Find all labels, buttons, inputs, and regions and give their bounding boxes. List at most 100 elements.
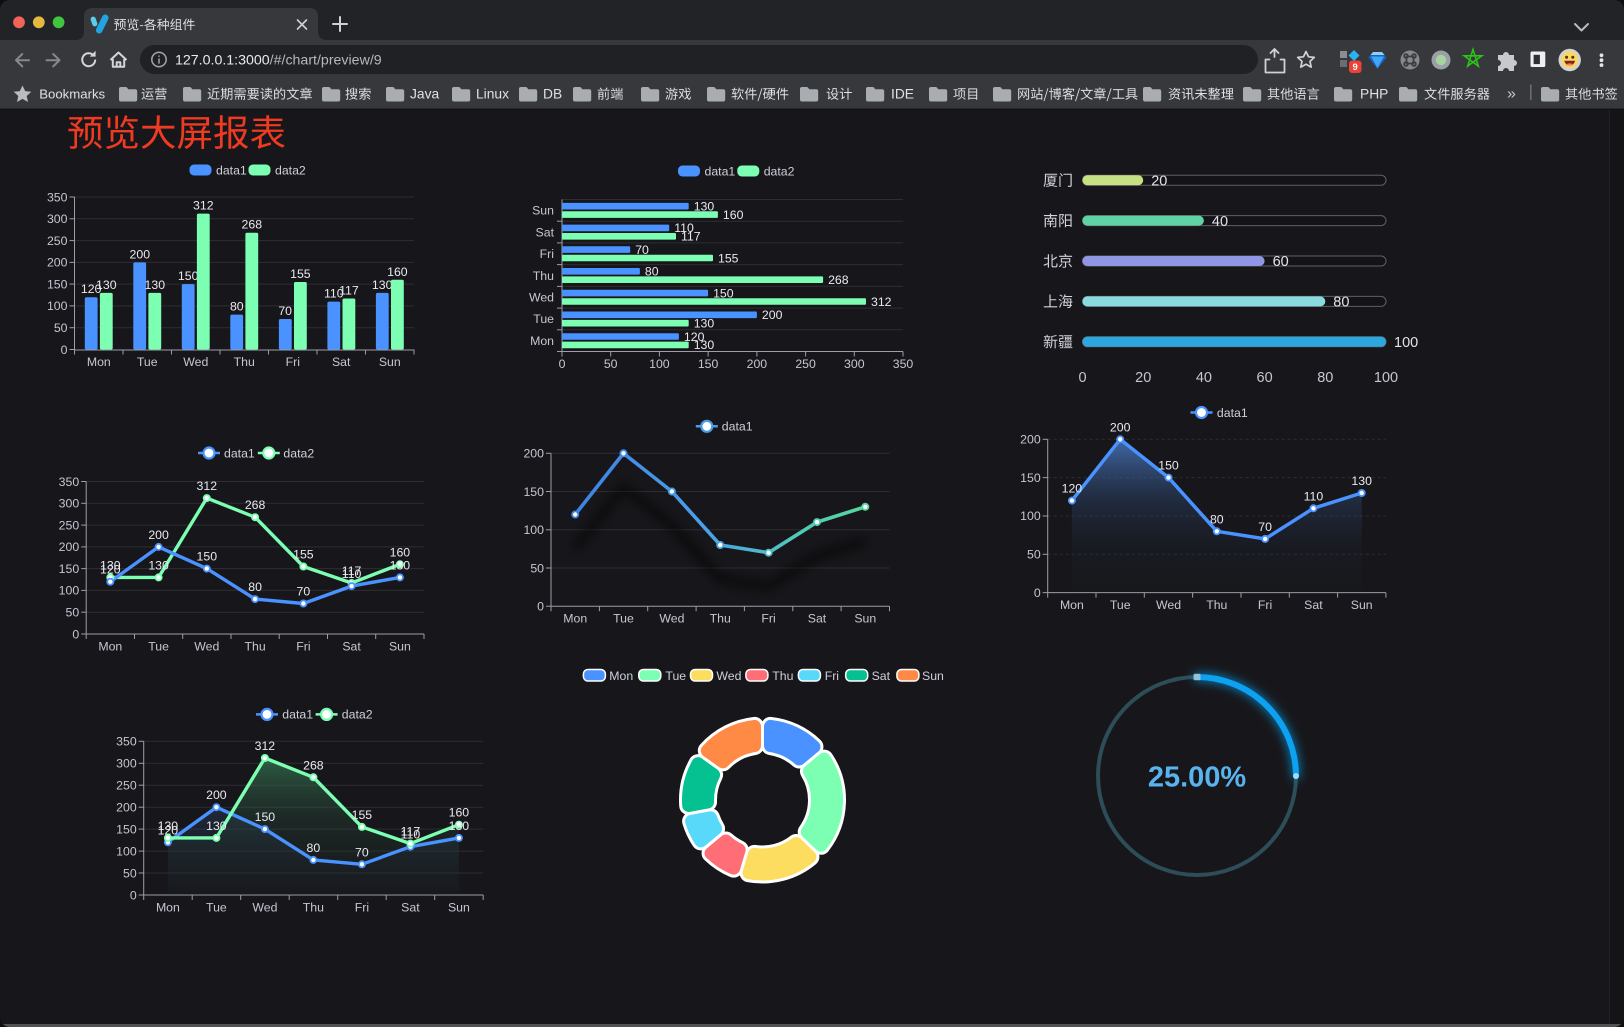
svg-text:130: 130 (1351, 474, 1372, 488)
svg-text:80: 80 (1333, 295, 1349, 311)
svg-text:Fri: Fri (1258, 598, 1272, 612)
svg-text:110: 110 (342, 567, 362, 581)
svg-text:80: 80 (645, 265, 659, 279)
svg-text:200: 200 (747, 357, 768, 371)
svg-text:Bookmarks: Bookmarks (39, 86, 105, 101)
svg-text:110: 110 (1304, 489, 1324, 503)
svg-text:150: 150 (1020, 471, 1041, 485)
svg-text:40: 40 (1212, 214, 1228, 230)
svg-text:0: 0 (130, 888, 137, 902)
svg-text:150: 150 (178, 269, 199, 283)
svg-text:150: 150 (1158, 459, 1179, 473)
svg-text:Sun: Sun (1351, 598, 1373, 612)
svg-text:Sat: Sat (872, 669, 891, 683)
svg-text:117: 117 (342, 564, 362, 578)
svg-text:Mon: Mon (530, 334, 554, 348)
svg-text:data1: data1 (216, 164, 247, 178)
svg-text:Fri: Fri (540, 247, 554, 261)
svg-text:350: 350 (116, 735, 137, 749)
svg-text:IDE: IDE (891, 87, 914, 102)
svg-text:100: 100 (59, 584, 80, 598)
svg-text:120: 120 (684, 330, 705, 344)
svg-text:268: 268 (245, 498, 266, 512)
svg-text:Fri: Fri (355, 901, 369, 915)
svg-text:120: 120 (158, 823, 179, 837)
svg-text:Wed: Wed (659, 612, 684, 626)
svg-text:Mon: Mon (98, 640, 122, 654)
svg-text:Tue: Tue (206, 901, 227, 915)
svg-text:155: 155 (293, 548, 314, 562)
svg-text:Sat: Sat (536, 225, 555, 239)
svg-text:130: 130 (158, 819, 179, 833)
svg-text:80: 80 (307, 841, 321, 855)
svg-text:70: 70 (1258, 520, 1272, 534)
svg-text:268: 268 (242, 218, 263, 232)
svg-text:312: 312 (871, 295, 892, 309)
svg-text:data1: data1 (705, 165, 736, 179)
svg-text:110: 110 (401, 828, 421, 842)
svg-text:200: 200 (1020, 433, 1041, 447)
svg-text:268: 268 (828, 273, 849, 287)
svg-text:50: 50 (66, 606, 80, 620)
svg-text:150: 150 (698, 357, 719, 371)
svg-text:Tue: Tue (533, 312, 554, 326)
svg-text:50: 50 (530, 561, 544, 575)
svg-text:Tue: Tue (148, 640, 169, 654)
svg-text:200: 200 (116, 801, 137, 815)
svg-text:250: 250 (795, 357, 816, 371)
svg-text:130: 130 (694, 338, 715, 352)
svg-text:127.0.0.1:3000/#/chart/preview: 127.0.0.1:3000/#/chart/preview/9 (175, 53, 382, 69)
svg-text:200: 200 (130, 247, 151, 261)
svg-text:300: 300 (844, 357, 865, 371)
svg-text:110: 110 (324, 287, 344, 301)
svg-text:200: 200 (206, 788, 227, 802)
svg-text:Tue: Tue (665, 669, 686, 683)
svg-text:PHP: PHP (1360, 87, 1388, 102)
svg-text:130: 130 (694, 317, 715, 331)
svg-text:312: 312 (197, 479, 218, 493)
svg-text:350: 350 (893, 357, 914, 371)
svg-text:Wed: Wed (716, 669, 741, 683)
svg-text:data1: data1 (224, 446, 255, 460)
svg-text:150: 150 (47, 277, 68, 291)
svg-text:0: 0 (537, 600, 544, 614)
svg-text:Fri: Fri (296, 640, 310, 654)
svg-text:Wed: Wed (183, 355, 208, 369)
svg-text:25.00%: 25.00% (1148, 762, 1247, 794)
svg-text:250: 250 (116, 779, 137, 793)
svg-text:DB: DB (543, 87, 562, 102)
svg-text:Mon: Mon (1060, 598, 1084, 612)
svg-text:40: 40 (1196, 370, 1212, 386)
svg-text:250: 250 (47, 234, 68, 248)
svg-text:Sun: Sun (379, 355, 401, 369)
svg-text:70: 70 (278, 304, 292, 318)
svg-text:Thu: Thu (303, 901, 324, 915)
svg-text:130: 130 (96, 278, 117, 292)
svg-text:0: 0 (61, 343, 68, 357)
svg-text:Sun: Sun (532, 204, 554, 218)
svg-text:Fri: Fri (761, 612, 775, 626)
svg-text:300: 300 (116, 757, 137, 771)
svg-text:150: 150 (523, 485, 544, 499)
svg-text:130: 130 (206, 819, 227, 833)
svg-text:Sat: Sat (332, 355, 351, 369)
svg-text:data1: data1 (1217, 406, 1248, 420)
svg-text:160: 160 (723, 208, 744, 222)
svg-text:268: 268 (303, 758, 324, 772)
svg-text:Tue: Tue (1110, 598, 1131, 612)
svg-text:Wed: Wed (1156, 598, 1181, 612)
svg-text:data1: data1 (282, 708, 313, 722)
svg-text:70: 70 (355, 845, 369, 859)
svg-text:Wed: Wed (194, 640, 219, 654)
svg-text:80: 80 (230, 300, 244, 314)
svg-text:Mon: Mon (87, 355, 111, 369)
svg-text:130: 130 (390, 558, 411, 572)
svg-text:60: 60 (1257, 370, 1273, 386)
svg-text:Thu: Thu (710, 612, 731, 626)
svg-text:200: 200 (47, 256, 68, 270)
svg-text:»: » (1507, 85, 1516, 102)
svg-text:data2: data2 (283, 446, 314, 460)
svg-text:312: 312 (255, 739, 276, 753)
svg-text:80: 80 (1210, 512, 1224, 526)
svg-text:data2: data2 (342, 708, 373, 722)
